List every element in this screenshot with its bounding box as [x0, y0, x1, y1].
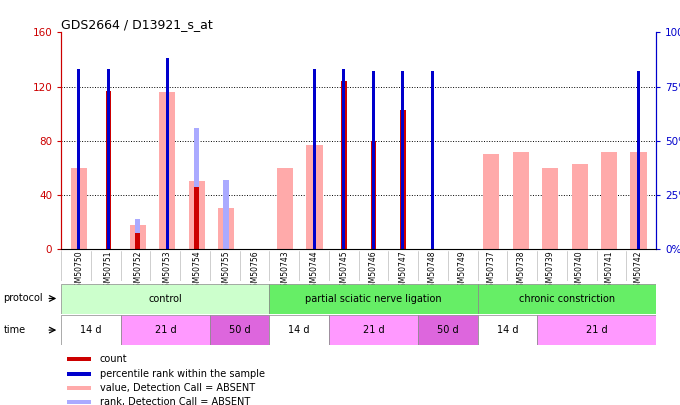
Bar — [542, 168, 558, 249]
Bar — [313, 69, 316, 249]
Text: 50 d: 50 d — [437, 325, 459, 335]
Bar — [513, 151, 529, 249]
Bar — [431, 71, 434, 249]
Bar — [401, 110, 405, 249]
Text: 21 d: 21 d — [586, 325, 607, 335]
Bar — [307, 145, 322, 249]
Text: GDS2664 / D13921_s_at: GDS2664 / D13921_s_at — [61, 18, 213, 31]
Bar — [477, 284, 656, 314]
Bar — [372, 71, 375, 249]
Text: 50 d: 50 d — [229, 325, 250, 335]
Text: value, Detection Call = ABSENT: value, Detection Call = ABSENT — [100, 383, 255, 393]
Bar — [135, 219, 141, 249]
Bar — [401, 71, 405, 249]
Bar — [61, 284, 269, 314]
Bar — [210, 315, 269, 345]
Text: 14 d: 14 d — [288, 325, 310, 335]
Bar — [67, 401, 91, 404]
Text: chronic constriction: chronic constriction — [519, 294, 615, 304]
Bar — [107, 69, 109, 249]
Bar — [418, 315, 477, 345]
Bar — [130, 225, 146, 249]
Bar — [218, 209, 234, 249]
Bar — [371, 141, 376, 249]
Text: partial sciatic nerve ligation: partial sciatic nerve ligation — [305, 294, 442, 304]
Text: 14 d: 14 d — [496, 325, 518, 335]
Bar — [537, 315, 656, 345]
Bar — [188, 181, 205, 249]
Bar — [194, 187, 199, 249]
Bar — [477, 315, 537, 345]
Text: percentile rank within the sample: percentile rank within the sample — [100, 369, 265, 379]
Text: protocol: protocol — [3, 294, 43, 303]
Bar — [601, 151, 617, 249]
Bar — [105, 91, 111, 249]
Bar — [224, 180, 228, 249]
Bar — [630, 151, 647, 249]
Bar — [277, 168, 293, 249]
Bar — [483, 154, 499, 249]
Bar — [269, 284, 477, 314]
Bar — [67, 357, 91, 361]
Bar — [78, 69, 80, 249]
Bar — [61, 315, 121, 345]
Text: 21 d: 21 d — [362, 325, 384, 335]
Text: control: control — [148, 294, 182, 304]
Bar — [343, 69, 345, 249]
Bar — [571, 164, 588, 249]
Bar — [269, 315, 329, 345]
Bar — [67, 386, 91, 390]
Bar — [329, 315, 418, 345]
Bar — [637, 71, 640, 249]
Bar — [71, 168, 87, 249]
Text: 14 d: 14 d — [80, 325, 102, 335]
Bar — [121, 315, 210, 345]
Text: count: count — [100, 354, 128, 364]
Bar — [67, 372, 91, 375]
Bar — [166, 58, 169, 249]
Text: time: time — [3, 325, 26, 335]
Bar — [159, 92, 175, 249]
Bar — [194, 128, 199, 249]
Bar — [341, 81, 347, 249]
Text: rank, Detection Call = ABSENT: rank, Detection Call = ABSENT — [100, 397, 250, 405]
Bar — [135, 233, 141, 249]
Text: 21 d: 21 d — [154, 325, 176, 335]
